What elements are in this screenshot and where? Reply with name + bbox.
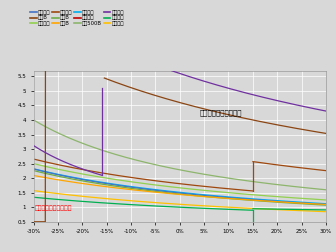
Text: 来源：弘基金研究中心: 来源：弘基金研究中心 (35, 205, 72, 211)
Text: 坚轴：分级基金杠杆率: 坚轴：分级基金杠杆率 (199, 109, 242, 116)
Legend: 瑞祥进取, 同庆B, 谐和进取, 国泰进取, 双进B, 合泽B, 根华精进, 申万进取, 成成500B, 根华定利, 进稳进取, 根华时进: 瑞祥进取, 同庆B, 谐和进取, 国泰进取, 双进B, 合泽B, 根华精进, 申… (30, 10, 124, 26)
